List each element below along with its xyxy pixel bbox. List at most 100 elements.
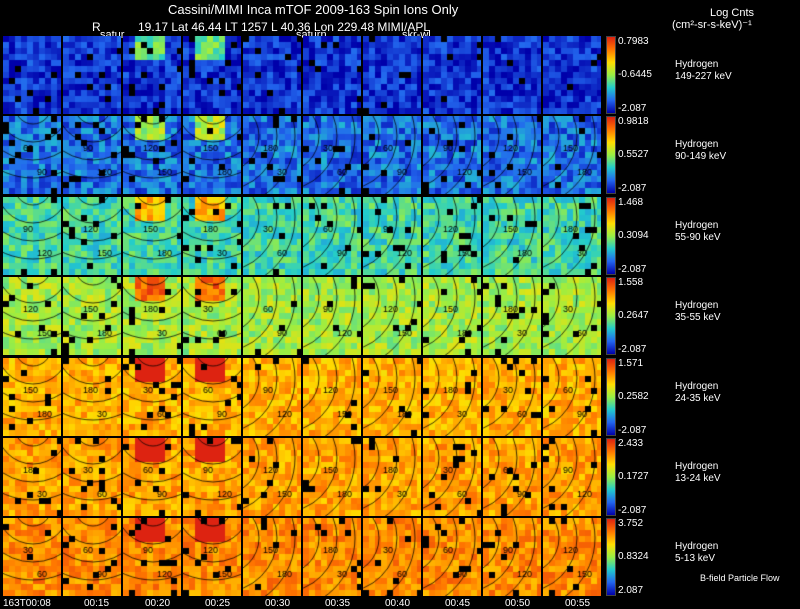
heatmap-cell: [243, 518, 301, 596]
time-label: 00:50: [505, 598, 531, 609]
time-label: 00:20: [145, 598, 171, 609]
heatmap-cell: [363, 358, 421, 436]
species-name: Hydrogen: [675, 461, 719, 472]
heatmap-cell: [543, 358, 601, 436]
heatmap-cell: [243, 197, 301, 275]
colorbar: [606, 438, 616, 516]
colorbar-min: -2.087: [618, 505, 647, 516]
heatmap-cell: [483, 518, 541, 596]
energy-range: 35-55 keV: [675, 312, 721, 323]
heatmap-cell: [543, 36, 601, 114]
heatmap-row: [3, 358, 603, 436]
heatmap-cell: [363, 438, 421, 516]
heatmap-cell: [183, 518, 241, 596]
heatmap-cell: [3, 197, 61, 275]
heatmap-cell: [543, 116, 601, 194]
heatmap-cell: [543, 438, 601, 516]
heatmap-cell: [123, 197, 181, 275]
heatmap-cell: [123, 438, 181, 516]
colorbar-mid: 0.3094: [618, 230, 649, 241]
heatmap-cell: [423, 116, 481, 194]
heatmap-cell: [3, 518, 61, 596]
position-readout: 19.17 Lat 46.44 LT 1257 L 40.36 Lon 229.…: [138, 20, 430, 34]
heatmap-cell: [3, 277, 61, 355]
colorbar-max: 1.468: [618, 197, 644, 208]
row-species-label: Hydrogen 24-35 keV: [675, 381, 721, 405]
heatmap-cell: [123, 358, 181, 436]
row-species-label: Hydrogen 90-149 keV: [675, 139, 726, 163]
heatmap-cell: [243, 116, 301, 194]
colorbar-max: 0.7983: [618, 36, 649, 47]
colorbar: [606, 277, 616, 355]
heatmap-cell: [3, 36, 61, 114]
heatmap-cell: [63, 438, 121, 516]
heatmap-cell: [3, 116, 61, 194]
footer-note: B-field Particle Flow: [700, 573, 780, 583]
heatmap-row: [3, 277, 603, 355]
heatmap-row: [3, 36, 603, 114]
colorbar: [606, 518, 616, 596]
colorbar-min: -2.087: [618, 425, 647, 436]
row-species-label: Hydrogen 13-24 keV: [675, 461, 721, 485]
colorbar-max: 3.752: [618, 518, 644, 529]
heatmap-row: [3, 116, 603, 194]
heatmap-cell: [423, 438, 481, 516]
colorbar: [606, 116, 616, 194]
heatmap-cell: [483, 277, 541, 355]
heatmap-cell: [303, 197, 361, 275]
colorbar-min: -2.087: [618, 183, 647, 194]
energy-range: 13-24 keV: [675, 473, 721, 484]
heatmap-cell: [303, 116, 361, 194]
energy-range: 24-35 keV: [675, 393, 721, 404]
heatmap-cell: [243, 358, 301, 436]
heatmap-cell: [183, 36, 241, 114]
colorbar-mid: 0.5527: [618, 149, 649, 160]
colorbar-min: -2.087: [618, 264, 647, 275]
time-label: 00:25: [205, 598, 231, 609]
heatmap-cell: [183, 197, 241, 275]
heatmap-cell: [183, 277, 241, 355]
heatmap-row: [3, 438, 603, 516]
heatmap-cell: [63, 358, 121, 436]
time-label: 00:35: [325, 598, 351, 609]
heatmap-cell: [483, 438, 541, 516]
colorbar-max: 1.571: [618, 358, 644, 369]
heatmap-cell: [183, 358, 241, 436]
species-name: Hydrogen: [675, 220, 719, 231]
heatmap-cell: [423, 358, 481, 436]
colorbar-mid: 0.1727: [618, 471, 649, 482]
chart-title: Cassini/MIMI Inca mTOF 2009-163 Spin Ion…: [168, 2, 459, 17]
heatmap-cell: [483, 197, 541, 275]
heatmap-cell: [303, 277, 361, 355]
heatmap-cell: [483, 116, 541, 194]
heatmap-cell: [183, 116, 241, 194]
heatmap-cell: [123, 116, 181, 194]
heatmap-cell: [63, 36, 121, 114]
r-label: R: [92, 20, 101, 34]
units-line2: (cm²-sr-s-keV)⁻¹: [672, 19, 752, 31]
row-species-label: Hydrogen 35-55 keV: [675, 300, 721, 324]
colorbar-max: 2.433: [618, 438, 644, 449]
species-name: Hydrogen: [675, 381, 719, 392]
heatmap-cell: [543, 518, 601, 596]
colorbar-max: 1.558: [618, 277, 644, 288]
heatmap-cell: [483, 36, 541, 114]
time-label: 00:15: [84, 598, 110, 609]
time-label: 00:55: [565, 598, 591, 609]
colorbar-max: 0.9818: [618, 116, 649, 127]
colorbar-min: -2.087: [618, 344, 647, 355]
heatmap-cell: [63, 518, 121, 596]
heatmap-cell: [63, 277, 121, 355]
colorbar-mid: -0.6445: [618, 69, 652, 80]
heatmap-cell: [363, 36, 421, 114]
heatmap-cell: [123, 277, 181, 355]
species-name: Hydrogen: [675, 59, 719, 70]
heatmap-cell: [303, 36, 361, 114]
heatmap-cell: [363, 197, 421, 275]
heatmap-cell: [243, 277, 301, 355]
heatmap-cell: [423, 197, 481, 275]
energy-range: 149-227 keV: [675, 71, 732, 82]
heatmap-cell: [123, 518, 181, 596]
heatmap-cell: [423, 518, 481, 596]
heatmap-cell: [63, 116, 121, 194]
